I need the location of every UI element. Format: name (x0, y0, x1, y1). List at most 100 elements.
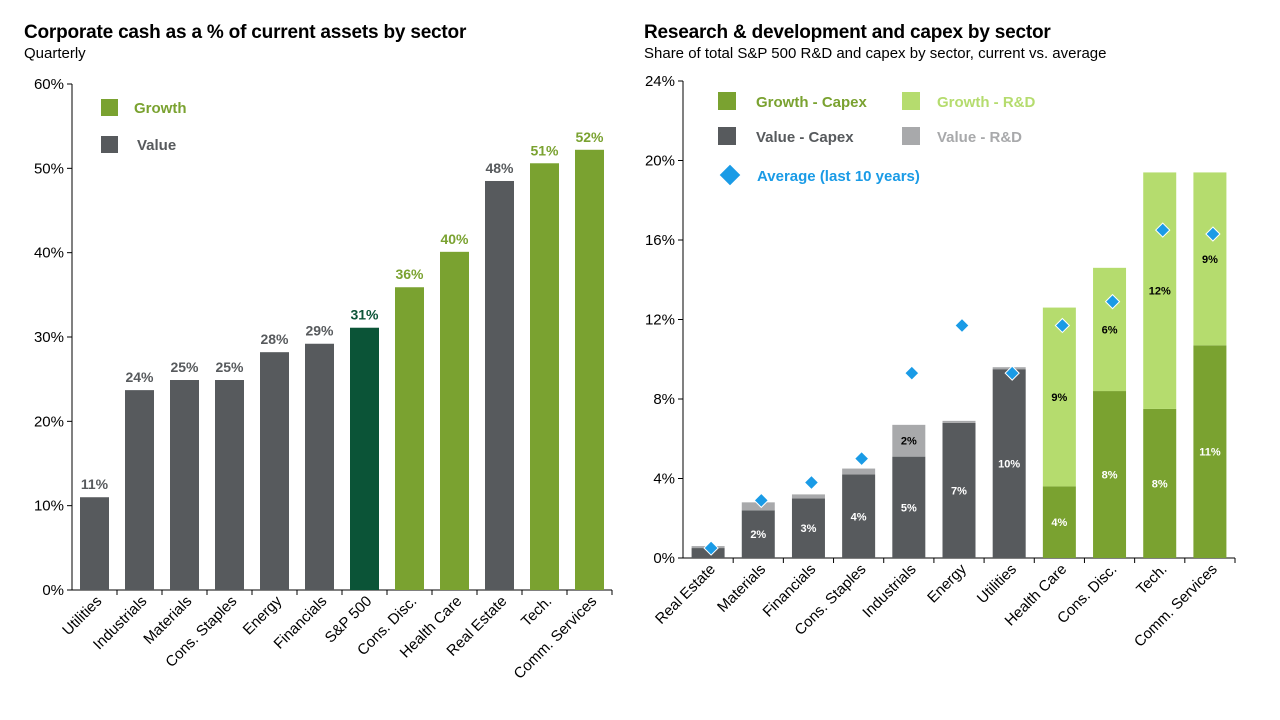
data-label: 48% (485, 160, 514, 176)
average-marker (1104, 293, 1121, 310)
average-marker (954, 317, 970, 334)
data-label: 40% (440, 231, 469, 247)
bar-capex (691, 548, 725, 558)
y-tick-label: 60% (34, 76, 64, 93)
legend-label-value-rd: Value - R&D (937, 129, 1022, 146)
average-marker (1054, 317, 1071, 334)
x-tick-label: Utilities (974, 561, 1020, 607)
data-label-rd: 6% (1102, 324, 1118, 336)
y-tick-label: 20% (34, 413, 64, 430)
average-marker (904, 365, 920, 381)
data-label: 11% (81, 476, 109, 492)
bar-rd (1093, 267, 1127, 392)
data-label-capex: 7% (951, 485, 967, 497)
data-label-capex: 4% (851, 511, 867, 523)
bar-rd (892, 424, 926, 457)
data-label-capex: 2% (750, 529, 766, 541)
legend-label-average: Average (last 10 years) (757, 168, 920, 185)
data-label: 36% (395, 266, 424, 282)
left-chart: 0%10%20%30%40%50%60%11%Utilities24%Indus… (34, 76, 613, 683)
data-label-capex: 3% (801, 523, 817, 535)
bar-capex (842, 474, 876, 558)
left-chart-subtitle: Quarterly (24, 45, 86, 62)
data-label: 29% (305, 323, 334, 339)
bar (305, 343, 334, 590)
data-label-capex: 8% (1152, 478, 1168, 490)
average-marker (1155, 222, 1171, 238)
x-tick-label: Energy (924, 560, 970, 606)
legend-label-value-capex: Value - Capex (756, 129, 854, 146)
average-marker (853, 450, 870, 467)
data-label: 31% (350, 307, 379, 323)
average-marker (1004, 365, 1020, 381)
data-label-capex: 10% (998, 459, 1020, 471)
y-tick-label: 40% (34, 245, 64, 262)
bar-rd (1143, 172, 1177, 409)
y-tick-label: 0% (653, 550, 675, 567)
bar (170, 380, 199, 590)
x-tick-label: Tech. (1133, 561, 1170, 598)
y-tick-label: 10% (34, 498, 64, 515)
bar-capex (1093, 391, 1127, 558)
bar-rd (992, 367, 1026, 370)
bar (530, 163, 559, 591)
average-marker (1205, 226, 1221, 242)
data-label-rd: 12% (1149, 286, 1171, 298)
data-label: 28% (260, 331, 289, 347)
data-label-rd: 2% (901, 436, 917, 448)
legend-marker-average (718, 163, 742, 187)
y-tick-label: 12% (645, 312, 675, 329)
legend-swatch-growth-rd (902, 92, 920, 110)
legend-swatch-value-rd (902, 127, 920, 145)
y-tick-label: 50% (34, 160, 64, 177)
y-tick-label: 16% (645, 232, 675, 249)
legend-swatch-growth (101, 99, 118, 116)
data-label-capex: 8% (1102, 470, 1118, 482)
x-tick-label: Industrials (859, 561, 919, 621)
bar (485, 180, 514, 590)
legend-label-growth-rd: Growth - R&D (937, 94, 1035, 111)
y-tick-label: 20% (645, 153, 675, 170)
bar-rd (741, 502, 775, 511)
y-tick-label: 8% (653, 391, 675, 408)
bar-capex (992, 369, 1026, 558)
bar-rd (791, 494, 825, 499)
average-marker (703, 540, 719, 556)
data-label-capex: 4% (1051, 517, 1067, 529)
legend-swatch-value (101, 136, 118, 153)
legend-swatch-value-capex (718, 127, 736, 145)
y-tick-label: 0% (42, 582, 64, 599)
legend-swatch-growth-capex (718, 92, 736, 110)
data-label: 24% (125, 369, 154, 385)
legend-label-value: Value (137, 137, 176, 154)
data-label: 51% (530, 142, 559, 158)
right-chart-subtitle: Share of total S&P 500 R&D and capex by … (644, 45, 1107, 62)
left-chart-title: Corporate cash as a % of current assets … (24, 22, 467, 43)
data-label: 52% (575, 129, 604, 145)
data-label: 25% (215, 359, 244, 375)
data-label-capex: 5% (901, 502, 917, 514)
y-tick-label: 4% (653, 471, 675, 488)
bar-capex (791, 498, 825, 558)
legend-label-growth-capex: Growth - Capex (756, 94, 868, 111)
bar (215, 380, 244, 590)
bar (440, 251, 469, 590)
bar-capex (892, 456, 926, 558)
bar-rd (1042, 307, 1076, 487)
average-marker (753, 492, 769, 509)
bar-capex (1042, 486, 1076, 558)
bar (80, 497, 109, 590)
y-tick-label: 30% (34, 329, 64, 346)
bar-rd (942, 420, 976, 423)
bar (575, 149, 604, 590)
bar (350, 327, 379, 590)
data-label-rd: 9% (1051, 392, 1067, 404)
bar-capex (1143, 408, 1177, 558)
bar-capex (942, 422, 976, 558)
data-label: 25% (170, 359, 199, 375)
x-tick-label: Real Estate (652, 561, 719, 628)
bar-rd (1193, 172, 1227, 346)
bar-capex (1193, 345, 1227, 558)
bar (125, 390, 154, 590)
